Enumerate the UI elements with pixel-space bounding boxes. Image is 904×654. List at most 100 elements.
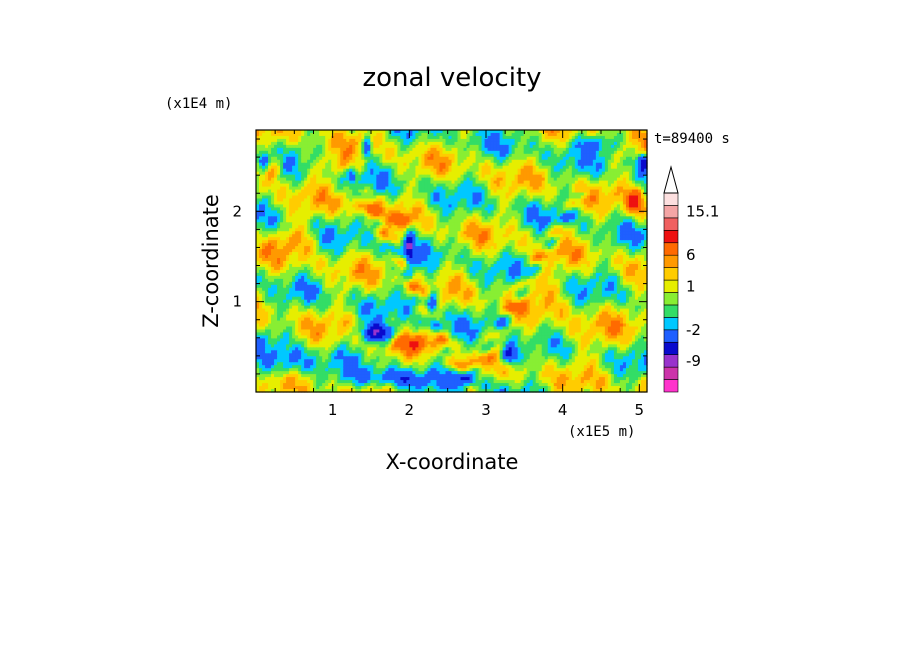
field-cell [487, 130, 492, 134]
field-cell [271, 162, 275, 167]
field-cell [499, 159, 504, 164]
field-cell [550, 183, 555, 188]
field-cell [289, 150, 293, 155]
field-cell [451, 210, 456, 214]
field-cell [568, 130, 573, 134]
field-cell [634, 192, 639, 197]
field-cell [523, 156, 528, 161]
field-cell [526, 216, 531, 220]
field-cell [460, 192, 465, 197]
field-cell [298, 130, 302, 134]
field-cell [346, 130, 350, 134]
field-cell [289, 138, 293, 143]
field-cell [313, 201, 317, 206]
field-cell [580, 159, 585, 164]
field-cell [478, 204, 483, 209]
field-cell [478, 132, 483, 137]
field-cell [430, 147, 435, 152]
field-cell [637, 183, 642, 188]
field-cell [484, 195, 489, 200]
field-cell [391, 130, 395, 134]
field-cell [520, 210, 525, 214]
field-cell [259, 171, 263, 176]
field-cell [508, 201, 513, 206]
field-cell [496, 159, 501, 164]
field-cell [481, 180, 486, 185]
field-cell [643, 135, 648, 140]
field-cell [583, 171, 588, 176]
field-cell [364, 153, 368, 158]
field-cell [502, 192, 507, 197]
field-cell [295, 195, 299, 200]
field-cell [328, 144, 332, 149]
field-cell [643, 132, 648, 137]
field-cell [328, 195, 332, 200]
field-cell [403, 153, 407, 158]
field-cell [400, 177, 404, 182]
field-cell [511, 150, 516, 155]
field-cell [493, 177, 498, 182]
field-cell [583, 183, 588, 188]
field-cell [511, 189, 516, 194]
field-cell [505, 147, 510, 152]
field-cell [295, 144, 299, 149]
field-cell [349, 168, 353, 173]
field-cell [517, 130, 522, 134]
field-cell [319, 147, 323, 152]
field-cell [574, 174, 579, 179]
field-cell [562, 159, 567, 164]
field-cell [640, 198, 645, 203]
field-cell [394, 180, 398, 185]
field-cell [490, 150, 495, 155]
field-cell [415, 183, 420, 188]
field-cell [466, 162, 471, 167]
field-cell [346, 195, 350, 200]
field-cell [385, 213, 389, 217]
field-cell [385, 204, 389, 209]
field-cell [517, 177, 522, 182]
field-cell [523, 162, 528, 167]
field-cell [283, 135, 287, 140]
field-cell [601, 150, 606, 155]
field-cell [397, 201, 401, 206]
field-cell [313, 213, 317, 217]
field-cell [382, 183, 386, 188]
field-cell [436, 192, 441, 197]
field-cell [580, 198, 585, 203]
field-cell [358, 135, 362, 140]
field-cell [400, 198, 404, 203]
field-cell [331, 171, 335, 176]
field-cell [331, 165, 335, 170]
field-cell [460, 132, 465, 137]
field-cell [421, 156, 426, 161]
field-cell [298, 201, 302, 206]
field-cell [565, 135, 570, 140]
field-cell [547, 216, 552, 220]
field-cell [418, 201, 423, 206]
field-cell [433, 150, 438, 155]
field-cell [619, 201, 624, 206]
field-cell [427, 198, 432, 203]
field-cell [616, 192, 621, 197]
field-cell [268, 132, 272, 137]
field-cell [592, 171, 597, 176]
field-cell [619, 213, 624, 217]
field-cell [301, 156, 305, 161]
field-cell [541, 186, 546, 191]
field-cell [499, 189, 504, 194]
field-cell [628, 195, 633, 200]
field-cell [292, 204, 296, 209]
field-cell [322, 162, 326, 167]
field-cell [508, 132, 513, 137]
field-cell [262, 180, 266, 185]
field-cell [508, 204, 513, 209]
field-cell [571, 195, 576, 200]
field-cell [319, 156, 323, 161]
field-cell [640, 207, 645, 211]
field-cell [598, 156, 603, 161]
field-cell [418, 216, 423, 220]
field-cell [634, 150, 639, 155]
field-cell [622, 156, 627, 161]
field-cell [505, 198, 510, 203]
field-cell [403, 168, 407, 173]
